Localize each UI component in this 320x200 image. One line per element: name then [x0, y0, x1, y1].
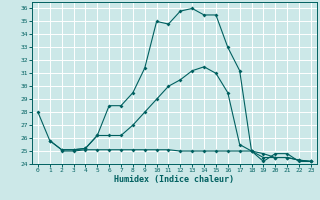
- X-axis label: Humidex (Indice chaleur): Humidex (Indice chaleur): [115, 175, 234, 184]
